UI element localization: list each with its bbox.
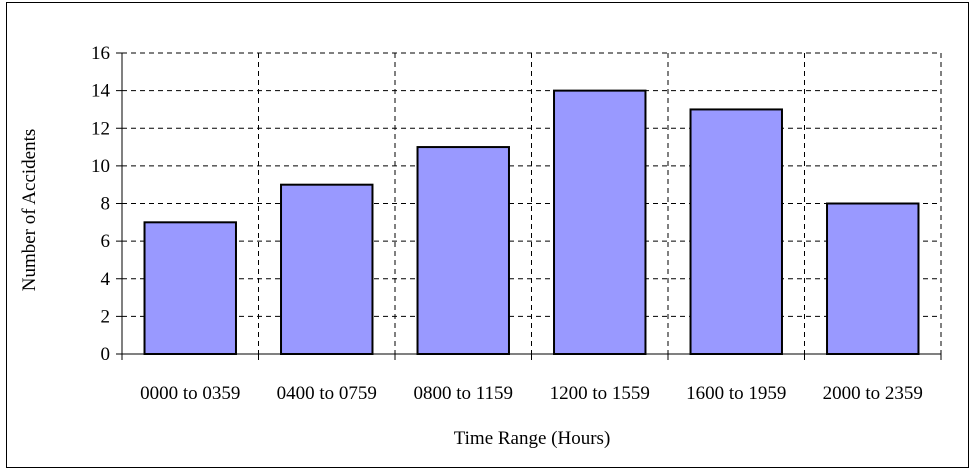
y-tick-label: 6: [101, 231, 111, 252]
y-tick-label: 2: [101, 306, 111, 327]
x-tick-label: 1200 to 1559: [550, 383, 650, 404]
x-tick-label: 1600 to 1959: [686, 383, 786, 404]
y-tick-label: 16: [91, 43, 110, 64]
x-axis-title: Time Range (Hours): [454, 428, 611, 449]
labels-layer: 0 2 4 6 8 10 12 14 16 0000 to 0359 0400 to 0759 080…: [91, 43, 923, 404]
bar: [553, 89, 647, 355]
x-tick-label: 0000 to 0359: [140, 383, 240, 404]
bar: [143, 221, 237, 355]
x-tick-label: 2000 to 2359: [823, 383, 923, 404]
y-tick-label: 8: [101, 194, 111, 215]
y-tick-label: 0: [101, 344, 111, 365]
y-tick-label: 10: [91, 156, 110, 177]
bar: [280, 183, 374, 355]
axes-layer: [116, 52, 942, 360]
y-tick-label: 12: [91, 118, 110, 139]
y-tick-label: 4: [101, 269, 111, 290]
bars-layer: [143, 89, 920, 355]
bar: [689, 108, 783, 355]
x-tick-label: 0800 to 1159: [413, 383, 513, 404]
y-axis-title: Number of Accidents: [19, 129, 40, 292]
y-tick-label: 14: [91, 81, 111, 102]
x-tick-label: 0400 to 0759: [277, 383, 377, 404]
grid-layer: [122, 52, 942, 354]
bar: [826, 202, 920, 355]
bar: [416, 146, 510, 355]
